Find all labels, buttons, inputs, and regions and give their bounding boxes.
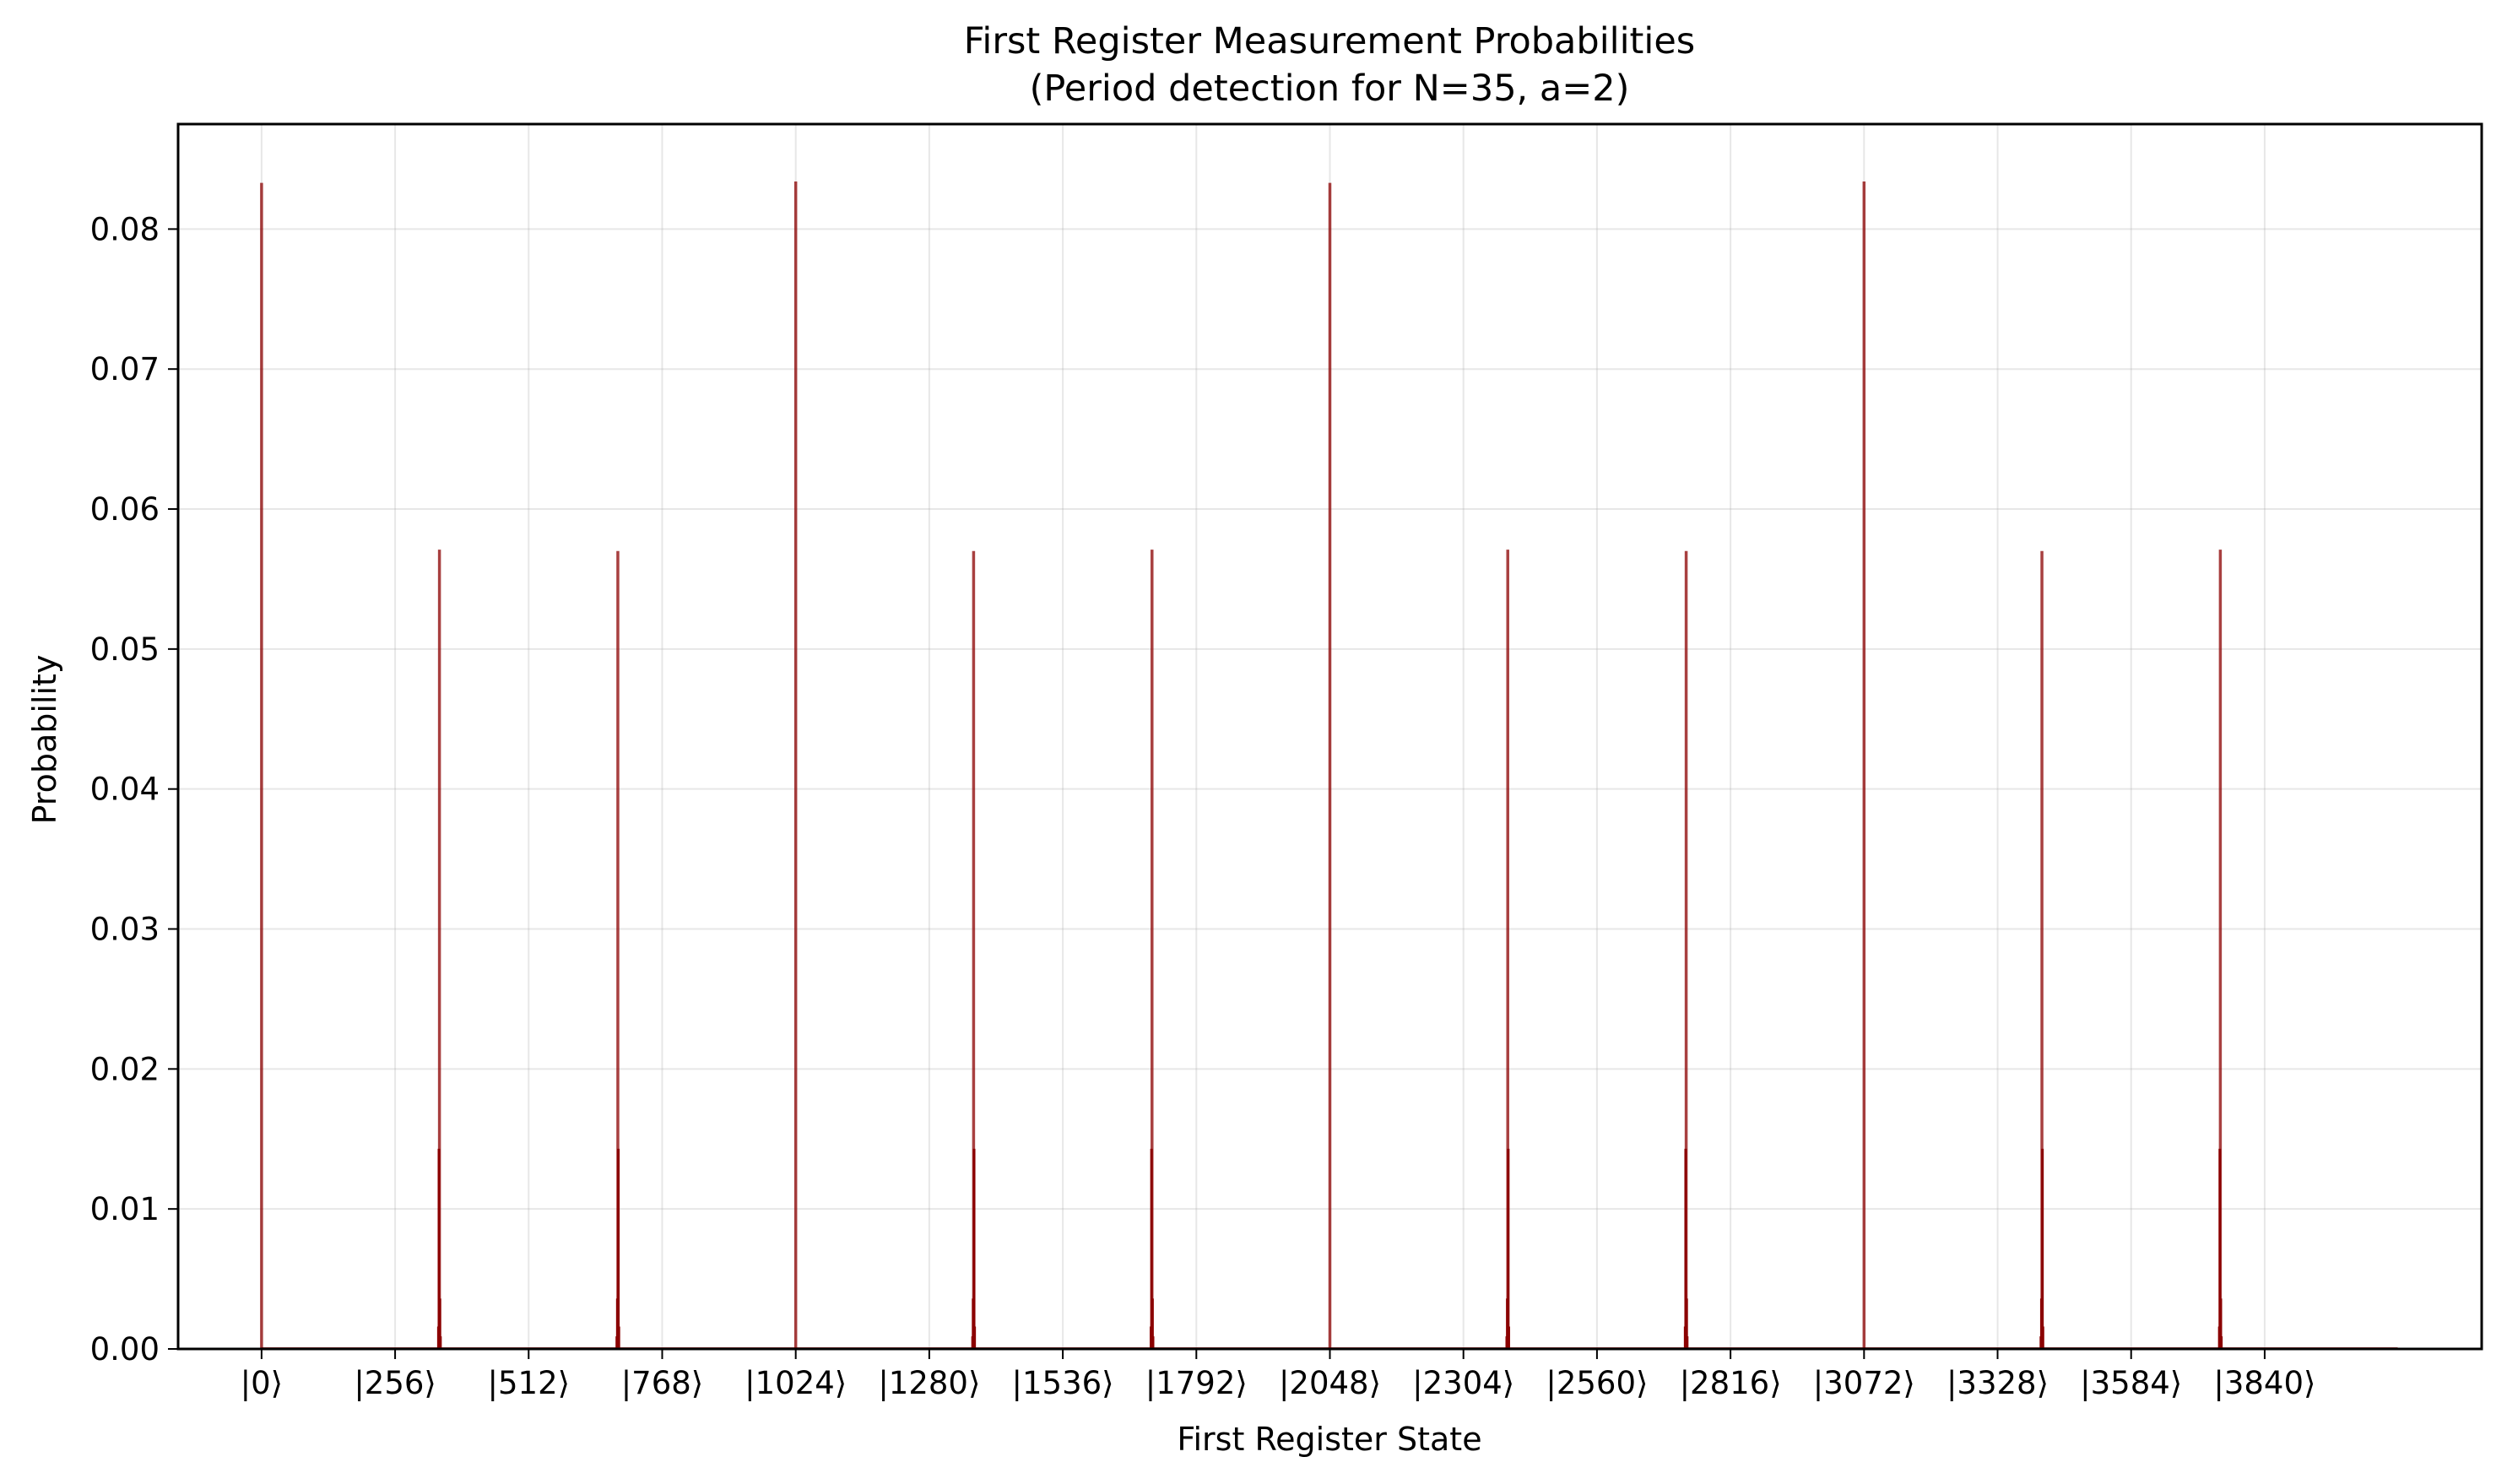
plot-area-frame (176, 122, 2483, 1351)
x-tick-label: |3840⟩ (2213, 1365, 2315, 1401)
chart-title: First Register Measurement Probabilities (964, 20, 1695, 62)
x-tick-label: |2560⟩ (1546, 1365, 1648, 1401)
y-tick-label: 0.04 (90, 772, 160, 808)
y-tick-label: 0.05 (90, 631, 160, 668)
bar-series (260, 181, 2398, 1349)
x-tick-label: |2816⟩ (1680, 1365, 1782, 1401)
y-tick-label: 0.01 (90, 1191, 160, 1227)
chart-subtitle: (Period detection for N=35, a=2) (1030, 68, 1630, 110)
x-tick-label: |3584⟩ (2080, 1365, 2182, 1401)
x-tick-label: |3328⟩ (1947, 1365, 2049, 1401)
x-tick-label: |1792⟩ (1145, 1365, 1248, 1401)
x-axis-label: First Register State (1177, 1421, 1481, 1458)
y-tick-label: 0.02 (90, 1051, 160, 1087)
x-tick-label: |768⟩ (621, 1365, 704, 1401)
y-axis-label: Probability (26, 655, 63, 825)
y-tick-label: 0.07 (90, 351, 160, 387)
y-tick-label: 0.06 (90, 491, 160, 528)
x-tick-label: |256⟩ (354, 1365, 436, 1401)
x-tick-label: |512⟩ (488, 1365, 571, 1401)
x-tick-label: |1280⟩ (878, 1365, 980, 1401)
x-tick-label: |3072⟩ (1813, 1365, 1915, 1401)
x-tick-label: |0⟩ (241, 1365, 283, 1401)
x-tick-label: |2048⟩ (1279, 1365, 1381, 1401)
y-tick-label: 0.03 (90, 912, 160, 948)
x-tick-label: |2304⟩ (1412, 1365, 1514, 1401)
y-tick-label: 0.08 (90, 211, 160, 247)
axis-ticks: |0⟩ |256⟩ |512⟩ |768⟩ |1024⟩ |1280⟩ |1536⟩ |179… (90, 211, 2316, 1401)
y-tick-label: 0.00 (90, 1331, 160, 1368)
x-tick-label: |1536⟩ (1012, 1365, 1114, 1401)
x-tick-label: |1024⟩ (745, 1365, 847, 1401)
